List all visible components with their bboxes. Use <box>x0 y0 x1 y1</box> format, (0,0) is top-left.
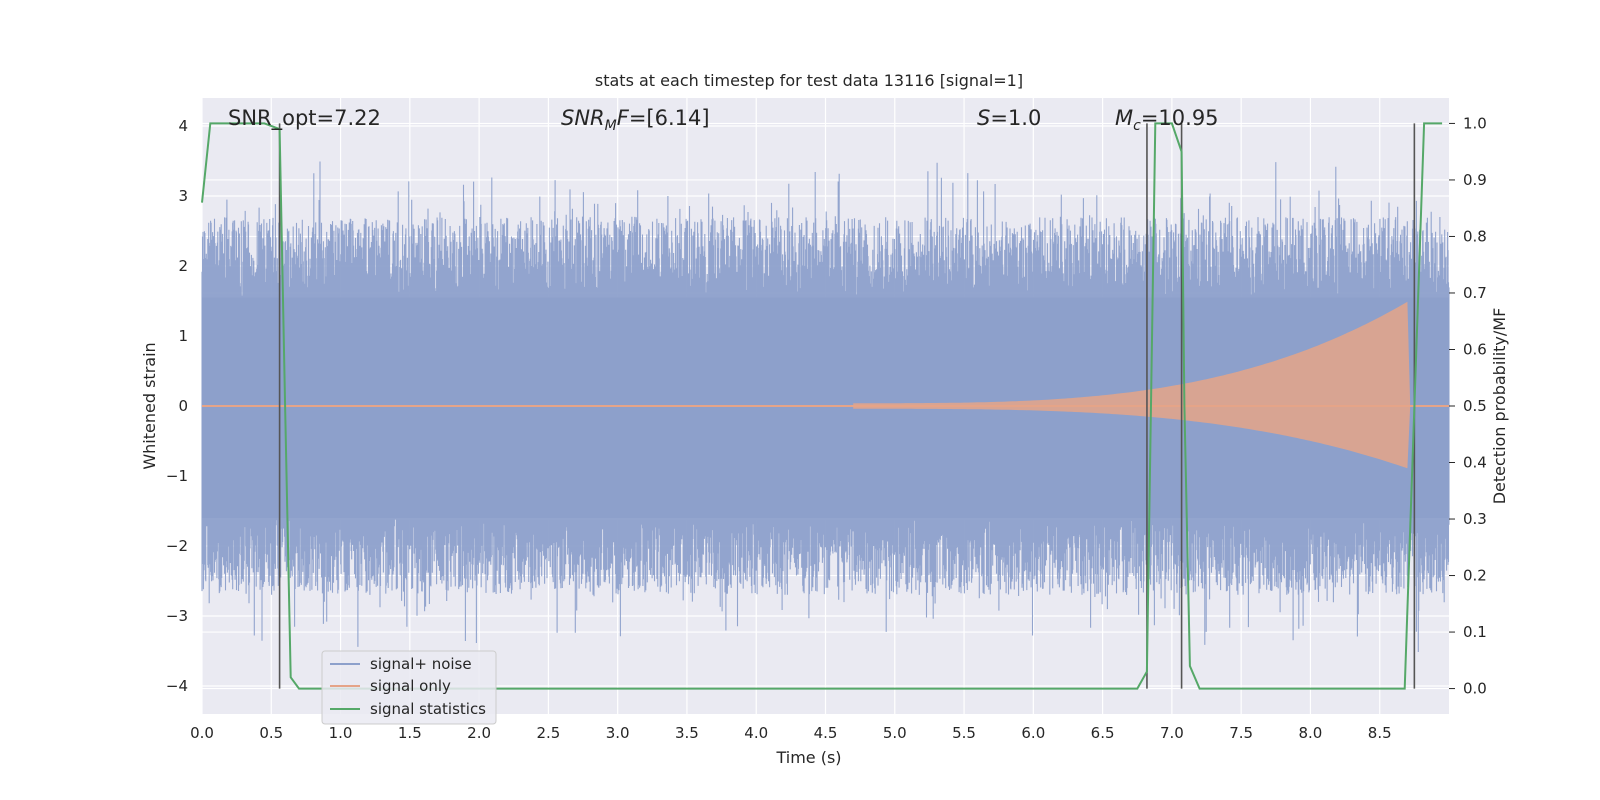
y2-tick-label: 0.3 <box>1463 510 1487 528</box>
x-tick-label: 8.0 <box>1299 724 1323 742</box>
y2-axis-ticks: 1.0 0.9 0.8 0.7 0.6 0.5 0.4 0.3 0.2 0.1 0.0 <box>1449 114 1487 698</box>
y2-tick-label: 0.8 <box>1463 227 1487 245</box>
x-tick-label: 2.5 <box>536 724 560 742</box>
y-tick-label: 4 <box>178 117 188 135</box>
x-tick-label: 1.0 <box>329 724 353 742</box>
y2-tick-label: 0.6 <box>1463 340 1487 358</box>
x-tick-label: 4.0 <box>744 724 768 742</box>
y-tick-label: 1 <box>178 327 188 345</box>
legend-label-stats: signal statistics <box>370 700 486 718</box>
x-tick-label: 3.5 <box>675 724 699 742</box>
y2-tick-label: 0.4 <box>1463 454 1487 472</box>
y-tick-label: 0 <box>178 397 188 415</box>
x-tick-label: 7.0 <box>1160 724 1184 742</box>
x-tick-label: 7.5 <box>1229 724 1253 742</box>
x-tick-label: 0.0 <box>190 724 214 742</box>
chirp-envelope <box>853 301 1411 469</box>
x-tick-label: 6.0 <box>1021 724 1045 742</box>
stats-line <box>201 122 1443 690</box>
x-tick-label: 0.5 <box>259 724 283 742</box>
y2-axis-label: Detection probability/MF <box>1490 308 1509 505</box>
x-axis-ticks: 0.0 0.5 1.0 1.5 2.0 2.5 3.0 3.5 4.0 4.5 5.0 5.5 6.0 6… <box>190 724 1392 742</box>
x-tick-label: 2.0 <box>467 724 491 742</box>
y-tick-label: −3 <box>166 607 188 625</box>
y2-tick-label: 0.1 <box>1463 623 1487 641</box>
legend-box <box>321 650 497 725</box>
y2-tick-label: 0.7 <box>1463 284 1487 302</box>
y-axis-label: Whitened strain <box>140 342 159 469</box>
annotation-mc: Mc=10.95 <box>1115 106 1219 134</box>
chart-title: stats at each timestep for test data 131… <box>595 71 1023 90</box>
y2-tick-label: 0.9 <box>1463 171 1487 189</box>
y-tick-label: −1 <box>166 467 188 485</box>
legend-label-signal: signal only <box>370 677 451 695</box>
annotation-snr-mf: SNRMF=[6.14] <box>561 106 710 134</box>
signal-only-series <box>202 301 1449 469</box>
annotation-s: S=1.0 <box>977 106 1041 130</box>
y2-tick-label: 0.5 <box>1463 397 1487 415</box>
y-tick-label: 3 <box>178 187 188 205</box>
x-tick-label: 4.5 <box>814 724 838 742</box>
x-tick-label: 5.5 <box>952 724 976 742</box>
y-tick-label: −4 <box>166 677 188 695</box>
y-tick-label: 2 <box>178 257 188 275</box>
y2-tick-label: 0.0 <box>1463 680 1487 698</box>
legend-label-noise: signal+ noise <box>370 655 472 673</box>
x-tick-label: 8.5 <box>1368 724 1392 742</box>
x-tick-label: 1.5 <box>398 724 422 742</box>
y-tick-label: −2 <box>166 537 188 555</box>
signal-statistics-series <box>201 122 1443 690</box>
annotation-snr-opt: SNR_opt=7.22 <box>228 106 381 131</box>
y2-tick-label: 0.2 <box>1463 567 1487 585</box>
x-axis-label: Time (s) <box>775 748 841 767</box>
x-tick-label: 5.0 <box>883 724 907 742</box>
x-tick-label: 6.5 <box>1091 724 1115 742</box>
y2-tick-label: 1.0 <box>1463 114 1487 132</box>
y-axis-ticks: 4 3 2 1 0 −1 −2 −3 −4 <box>166 117 188 695</box>
x-tick-label: 3.0 <box>606 724 630 742</box>
annotations: SNR_opt=7.22 SNRMF=[6.14] S=1.0 Mc=10.95 <box>228 106 1219 134</box>
legend: signal+ noise signal only signal statist… <box>321 650 497 725</box>
